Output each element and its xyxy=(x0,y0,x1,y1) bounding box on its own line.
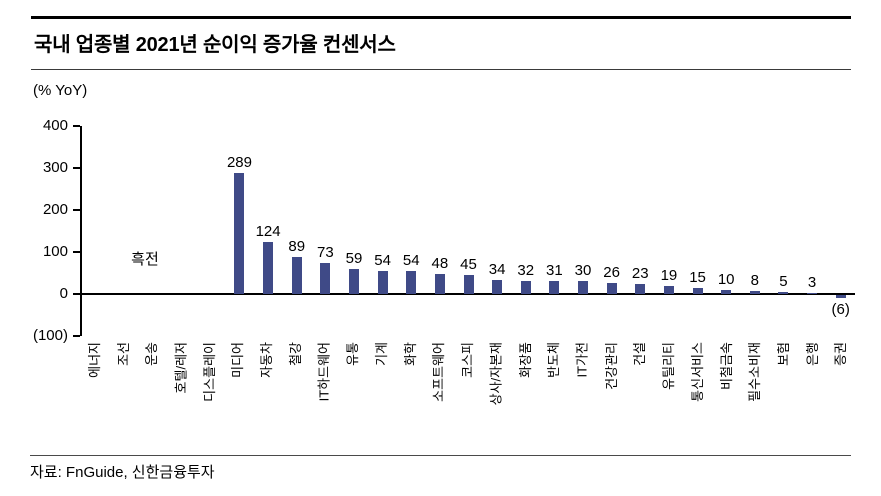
bar xyxy=(549,280,560,294)
bar-value-label: 31 xyxy=(546,261,563,279)
plot-area: 400 300 200 100 0 (100) 289 124 89 73 59 54 54 48 45 34… xyxy=(33,117,855,344)
bar xyxy=(578,281,589,294)
bar-value-label: 54 xyxy=(374,252,391,270)
bar-value-label: 89 xyxy=(288,237,306,255)
bar-value-label: 48 xyxy=(431,254,449,272)
y-axis-unit-label: (% YoY) xyxy=(33,82,88,99)
x-axis-label: 건설 xyxy=(632,342,648,366)
bar xyxy=(635,284,646,294)
bar-value-label: 23 xyxy=(631,265,649,283)
x-axis-label: 유통 xyxy=(345,342,361,366)
x-axis-label: 철강 xyxy=(287,342,303,366)
turnaround-annotation: 흑전 xyxy=(131,251,159,269)
bar xyxy=(492,279,503,294)
y-tick-label: 400 xyxy=(42,117,68,134)
bar xyxy=(692,287,703,294)
x-axis-label: 자동차 xyxy=(259,342,275,378)
bar-value-label: (6) xyxy=(831,300,850,318)
x-axis-labels: 에너지 조선 운송 호텔/레저 디스플레이 미디어 자동차 철강 IT하드웨어 유통 기계 화학 소프트… xyxy=(80,339,855,441)
bar-value-label: 73 xyxy=(317,244,334,262)
bar xyxy=(263,241,274,294)
y-tick-label: 200 xyxy=(42,201,68,218)
y-tick-mark xyxy=(73,209,80,211)
x-axis-zero-line xyxy=(82,293,855,295)
x-axis-label: 증권 xyxy=(833,342,849,366)
bar xyxy=(377,271,388,294)
bar-value-label: 59 xyxy=(345,250,363,268)
x-axis-label: 기계 xyxy=(373,342,389,366)
bar xyxy=(835,295,846,298)
bar-value-label: 3 xyxy=(807,273,817,291)
y-tick-mark xyxy=(73,293,80,295)
x-axis-label: 에너지 xyxy=(86,342,102,378)
bar xyxy=(348,269,359,294)
x-axis-label: 비철금속 xyxy=(718,342,734,390)
bar-value-label: 30 xyxy=(574,262,592,280)
x-axis-label: 소프트웨어 xyxy=(431,342,447,402)
bar-value-label: 32 xyxy=(517,261,535,279)
bar-value-label: 15 xyxy=(689,268,706,286)
bar-value-label: 124 xyxy=(255,222,281,240)
x-axis-label: 미디어 xyxy=(230,342,246,378)
bar xyxy=(463,275,474,294)
bar xyxy=(606,283,617,294)
bar-value-label: 19 xyxy=(660,267,678,285)
bar xyxy=(807,292,818,294)
chart-title-block: 국내 업종별 2021년 순이익 증가율 컨센서스 xyxy=(31,16,851,70)
y-tick-label: (100) xyxy=(32,327,68,344)
y-tick-mark xyxy=(73,251,80,253)
y-tick-mark xyxy=(73,167,80,169)
bar xyxy=(320,263,331,294)
x-axis-label: 필수소비재 xyxy=(747,342,763,402)
bar-value-label: 10 xyxy=(717,270,735,288)
bar-value-label: 8 xyxy=(750,271,759,289)
y-tick-label: 300 xyxy=(42,159,68,176)
x-axis-label: 유틸리티 xyxy=(660,342,676,390)
bar xyxy=(234,172,245,294)
bar-value-label: 289 xyxy=(226,153,252,171)
chart-area: 400 300 200 100 0 (100) 289 124 89 73 59 54 54 48 45 34… xyxy=(33,117,855,441)
bar-value-label: 54 xyxy=(402,252,420,270)
y-tick-label: 100 xyxy=(42,243,68,260)
x-axis-label: 코스피 xyxy=(460,342,475,378)
bar xyxy=(406,271,417,294)
x-axis-label: 디스플레이 xyxy=(201,342,217,402)
chart-title: 국내 업종별 2021년 순이익 증가율 컨센서스 xyxy=(34,34,396,56)
x-axis-label: 운송 xyxy=(144,342,160,366)
bar-value-label: 5 xyxy=(779,272,788,290)
x-axis-label: 통신서비스 xyxy=(689,342,705,402)
x-axis-label: 화장품 xyxy=(517,342,533,378)
x-axis-label: 상사/자본재 xyxy=(488,342,504,406)
bar xyxy=(721,289,732,294)
x-axis-label: 은행 xyxy=(804,342,820,366)
bar xyxy=(434,273,445,294)
x-axis-label: 건강관리 xyxy=(603,342,619,390)
bar-value-label: 45 xyxy=(460,256,477,274)
bar xyxy=(778,291,789,294)
source-note: 자료: FnGuide, 신한금융투자 xyxy=(30,455,851,482)
bar-value-label: 34 xyxy=(488,260,506,278)
x-axis-label: 호텔/레저 xyxy=(172,342,188,394)
y-tick-mark xyxy=(73,125,80,127)
x-axis-label: 조선 xyxy=(115,342,131,366)
bar xyxy=(291,256,302,294)
bar-value-label: 26 xyxy=(603,264,620,282)
x-axis-label: IT하드웨어 xyxy=(316,342,332,402)
x-axis-label: IT가전 xyxy=(574,342,590,378)
x-axis-label: 반도체 xyxy=(546,342,562,378)
bar xyxy=(520,280,531,294)
y-tick-label: 0 xyxy=(59,285,68,302)
x-axis-label: 보험 xyxy=(775,342,791,366)
x-axis-label: 화학 xyxy=(402,342,418,366)
y-tick-mark xyxy=(73,335,80,337)
bar xyxy=(749,290,760,294)
bar xyxy=(663,286,674,294)
